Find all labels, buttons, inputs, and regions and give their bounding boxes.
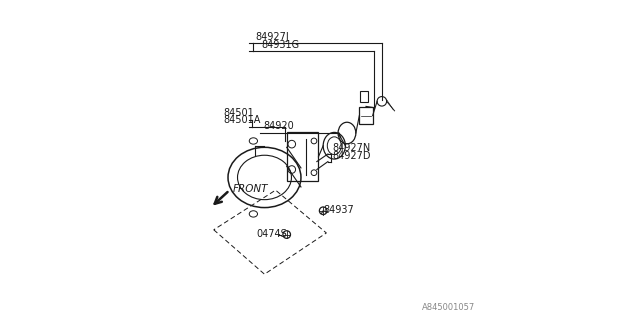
Bar	[360, 91, 369, 102]
Text: 84501: 84501	[223, 108, 254, 118]
Bar	[287, 132, 319, 181]
Text: 0474S: 0474S	[257, 229, 287, 239]
Text: 84501A: 84501A	[223, 115, 260, 125]
Text: 84937: 84937	[323, 204, 354, 215]
Text: A845001057: A845001057	[422, 303, 476, 312]
Text: 84931G: 84931G	[261, 40, 300, 50]
Text: 84927N: 84927N	[332, 143, 371, 153]
Text: 84920: 84920	[263, 121, 294, 131]
Bar	[359, 107, 372, 124]
Text: 84927J: 84927J	[255, 32, 289, 42]
Text: 84927D: 84927D	[332, 151, 371, 161]
Text: FRONT: FRONT	[233, 184, 268, 194]
